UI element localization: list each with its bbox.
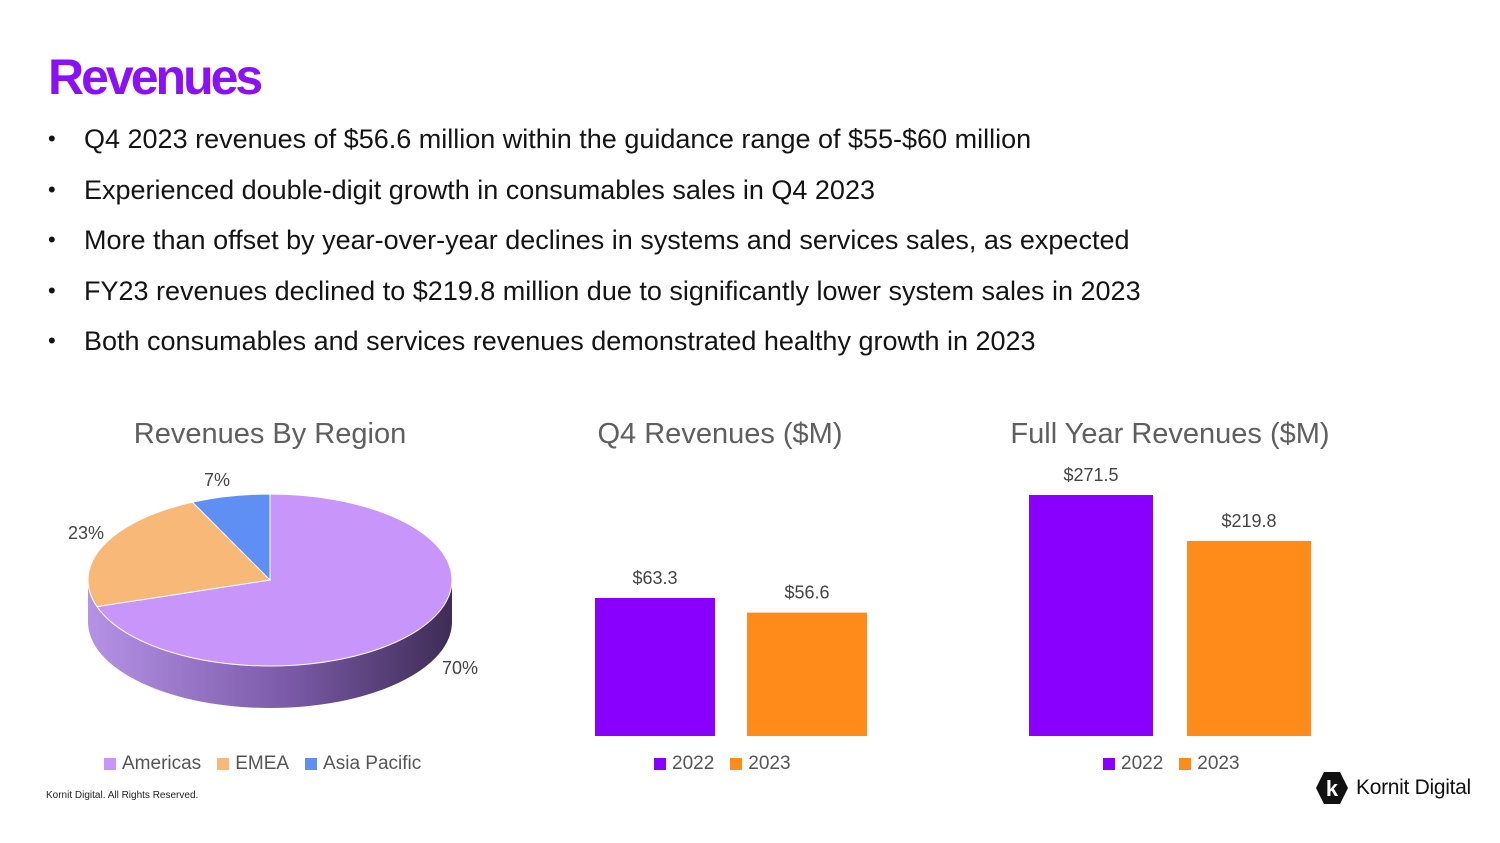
- fy-legend: 2022 2023: [1103, 753, 1240, 775]
- q4-bar-chart: $63.3 $56.6: [595, 568, 867, 736]
- bullet-list: • Q4 2023 revenues of $56.6 million withi…: [46, 118, 1446, 371]
- legend-label: 2023: [748, 753, 791, 774]
- bar-2022: [1029, 495, 1153, 736]
- legend-item-emea: EMEA: [217, 753, 289, 775]
- kornit-logo-icon: k: [1316, 772, 1348, 804]
- legend-label: 2022: [672, 753, 715, 774]
- bullet-dot: •: [48, 277, 56, 303]
- bullet-text: FY23 revenues declined to $219.8 million…: [84, 275, 1141, 306]
- q4-chart-title: Q4 Revenues ($M): [597, 418, 843, 450]
- bullet-item: • Q4 2023 revenues of $56.6 million withi…: [46, 118, 1446, 169]
- pie-slice-emea: [87, 501, 272, 608]
- pie-chart-title: Revenues By Region: [133, 418, 407, 450]
- legend-swatch: [1179, 758, 1192, 770]
- bullet-dot: •: [48, 227, 56, 252]
- bullet-dot: •: [48, 126, 56, 151]
- legend-label: 2023: [1197, 753, 1240, 774]
- legend-swatch: [730, 758, 743, 770]
- bar-data-label: $63.3: [632, 568, 677, 588]
- bar-2022: [595, 598, 715, 736]
- pie-side-wall: [88, 580, 452, 708]
- legend-item-2023: 2023: [1179, 753, 1240, 775]
- fy-bar-chart: $271.5 $219.8: [1029, 465, 1311, 736]
- bullet-text: More than offset by year-over-year decli…: [84, 225, 1130, 255]
- legend-item-americas: Americas: [104, 753, 201, 775]
- legend-label: EMEA: [235, 753, 290, 774]
- bar-data-label: $271.5: [1063, 465, 1118, 485]
- page-title: Revenues: [48, 49, 263, 105]
- bar-2023: [1187, 540, 1311, 736]
- logo-text: Kornit Digital: [1356, 776, 1471, 799]
- legend-swatch: [217, 758, 230, 770]
- bullet-item: • More than offset by year-over-year decl…: [46, 219, 1446, 270]
- legend-item-asia-pacific: Asia Pacific: [305, 753, 421, 775]
- pie-legend: Americas EMEA Asia Pacific: [104, 753, 421, 775]
- logo-letter: k: [1326, 776, 1339, 801]
- bullet-dot: •: [48, 176, 56, 202]
- pie-data-label: 70%: [442, 658, 478, 678]
- pie-data-label: 7%: [204, 470, 230, 490]
- bullet-item: • Experienced double-digit growth in cons…: [46, 169, 1446, 220]
- q4-legend: 2022 2023: [654, 753, 791, 775]
- bullet-text: Both consumables and services revenues d…: [84, 326, 1036, 356]
- legend-swatch: [305, 758, 318, 770]
- bullet-item: • Both consumables and services revenues …: [46, 320, 1446, 371]
- pie-data-label: 23%: [68, 523, 104, 543]
- pie-slice-americas: [96, 493, 453, 667]
- pie-slice-asia-pacific: [191, 493, 271, 582]
- region-pie-chart: 70% 23% 7%: [68, 470, 478, 708]
- bullet-text: Experienced double-digit growth in consu…: [84, 174, 875, 205]
- bullet-dot: •: [48, 328, 56, 353]
- legend-swatch: [104, 758, 116, 770]
- legend-item-2022: 2022: [1103, 753, 1163, 775]
- fy-chart-title: Full Year Revenues ($M): [1010, 418, 1330, 450]
- company-logo: k Kornit Digital: [1314, 770, 1471, 806]
- legend-label: 2022: [1121, 753, 1164, 774]
- bullet-item: • FY23 revenues declined to $219.8 millio…: [46, 270, 1446, 321]
- legend-swatch: [654, 758, 666, 770]
- copyright-footer: Kornit Digital. All Rights Reserved.: [46, 790, 199, 801]
- legend-item-2022: 2022: [654, 753, 714, 775]
- legend-label: Asia Pacific: [323, 753, 422, 774]
- legend-item-2023: 2023: [730, 753, 791, 775]
- bullet-text: Q4 2023 revenues of $56.6 million within…: [84, 124, 1032, 154]
- legend-label: Americas: [122, 753, 202, 774]
- bar-data-label: $56.6: [784, 583, 829, 603]
- legend-swatch: [1103, 758, 1115, 770]
- bar-data-label: $219.8: [1221, 511, 1276, 531]
- bar-2023: [747, 612, 867, 736]
